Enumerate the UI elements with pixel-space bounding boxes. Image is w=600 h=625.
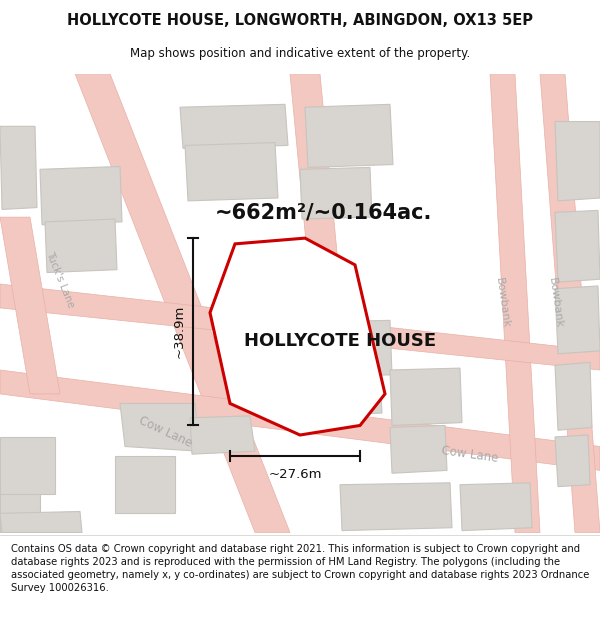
Polygon shape	[300, 168, 372, 219]
Polygon shape	[45, 219, 117, 272]
Polygon shape	[0, 284, 600, 370]
Polygon shape	[0, 217, 60, 394]
Polygon shape	[490, 74, 540, 532]
Polygon shape	[180, 104, 288, 148]
Polygon shape	[555, 286, 600, 354]
Text: Cow Lane: Cow Lane	[441, 444, 499, 464]
Polygon shape	[390, 368, 462, 426]
Polygon shape	[0, 511, 82, 532]
Polygon shape	[555, 362, 592, 430]
Text: ~662m²/~0.164ac.: ~662m²/~0.164ac.	[215, 202, 433, 222]
Polygon shape	[340, 482, 452, 531]
Polygon shape	[190, 416, 255, 454]
Polygon shape	[555, 121, 600, 201]
Text: Cow Lane: Cow Lane	[136, 414, 194, 450]
Polygon shape	[290, 74, 340, 284]
Polygon shape	[0, 494, 40, 532]
Text: ~38.9m: ~38.9m	[173, 305, 186, 359]
Polygon shape	[555, 435, 590, 487]
Text: Map shows position and indicative extent of the property.: Map shows position and indicative extent…	[130, 47, 470, 59]
Polygon shape	[210, 238, 385, 435]
Text: Bowbank: Bowbank	[493, 277, 511, 329]
Text: Bowbank: Bowbank	[547, 277, 563, 329]
Polygon shape	[555, 211, 600, 282]
Polygon shape	[0, 370, 600, 471]
Polygon shape	[310, 378, 382, 416]
Polygon shape	[460, 482, 532, 531]
Polygon shape	[120, 404, 200, 451]
Text: Contains OS data © Crown copyright and database right 2021. This information is : Contains OS data © Crown copyright and d…	[11, 544, 589, 593]
Polygon shape	[185, 142, 278, 201]
Polygon shape	[390, 426, 447, 473]
Polygon shape	[75, 74, 290, 532]
Text: HOLLYCOTE HOUSE: HOLLYCOTE HOUSE	[244, 332, 436, 351]
Polygon shape	[115, 456, 175, 513]
Polygon shape	[0, 126, 37, 209]
Polygon shape	[40, 166, 122, 225]
Text: Tuck's Lane: Tuck's Lane	[44, 249, 76, 309]
Polygon shape	[0, 437, 55, 494]
Text: HOLLYCOTE HOUSE, LONGWORTH, ABINGDON, OX13 5EP: HOLLYCOTE HOUSE, LONGWORTH, ABINGDON, OX…	[67, 13, 533, 28]
Polygon shape	[540, 74, 600, 532]
Polygon shape	[305, 104, 393, 168]
Text: ~27.6m: ~27.6m	[268, 468, 322, 481]
Polygon shape	[310, 321, 392, 377]
